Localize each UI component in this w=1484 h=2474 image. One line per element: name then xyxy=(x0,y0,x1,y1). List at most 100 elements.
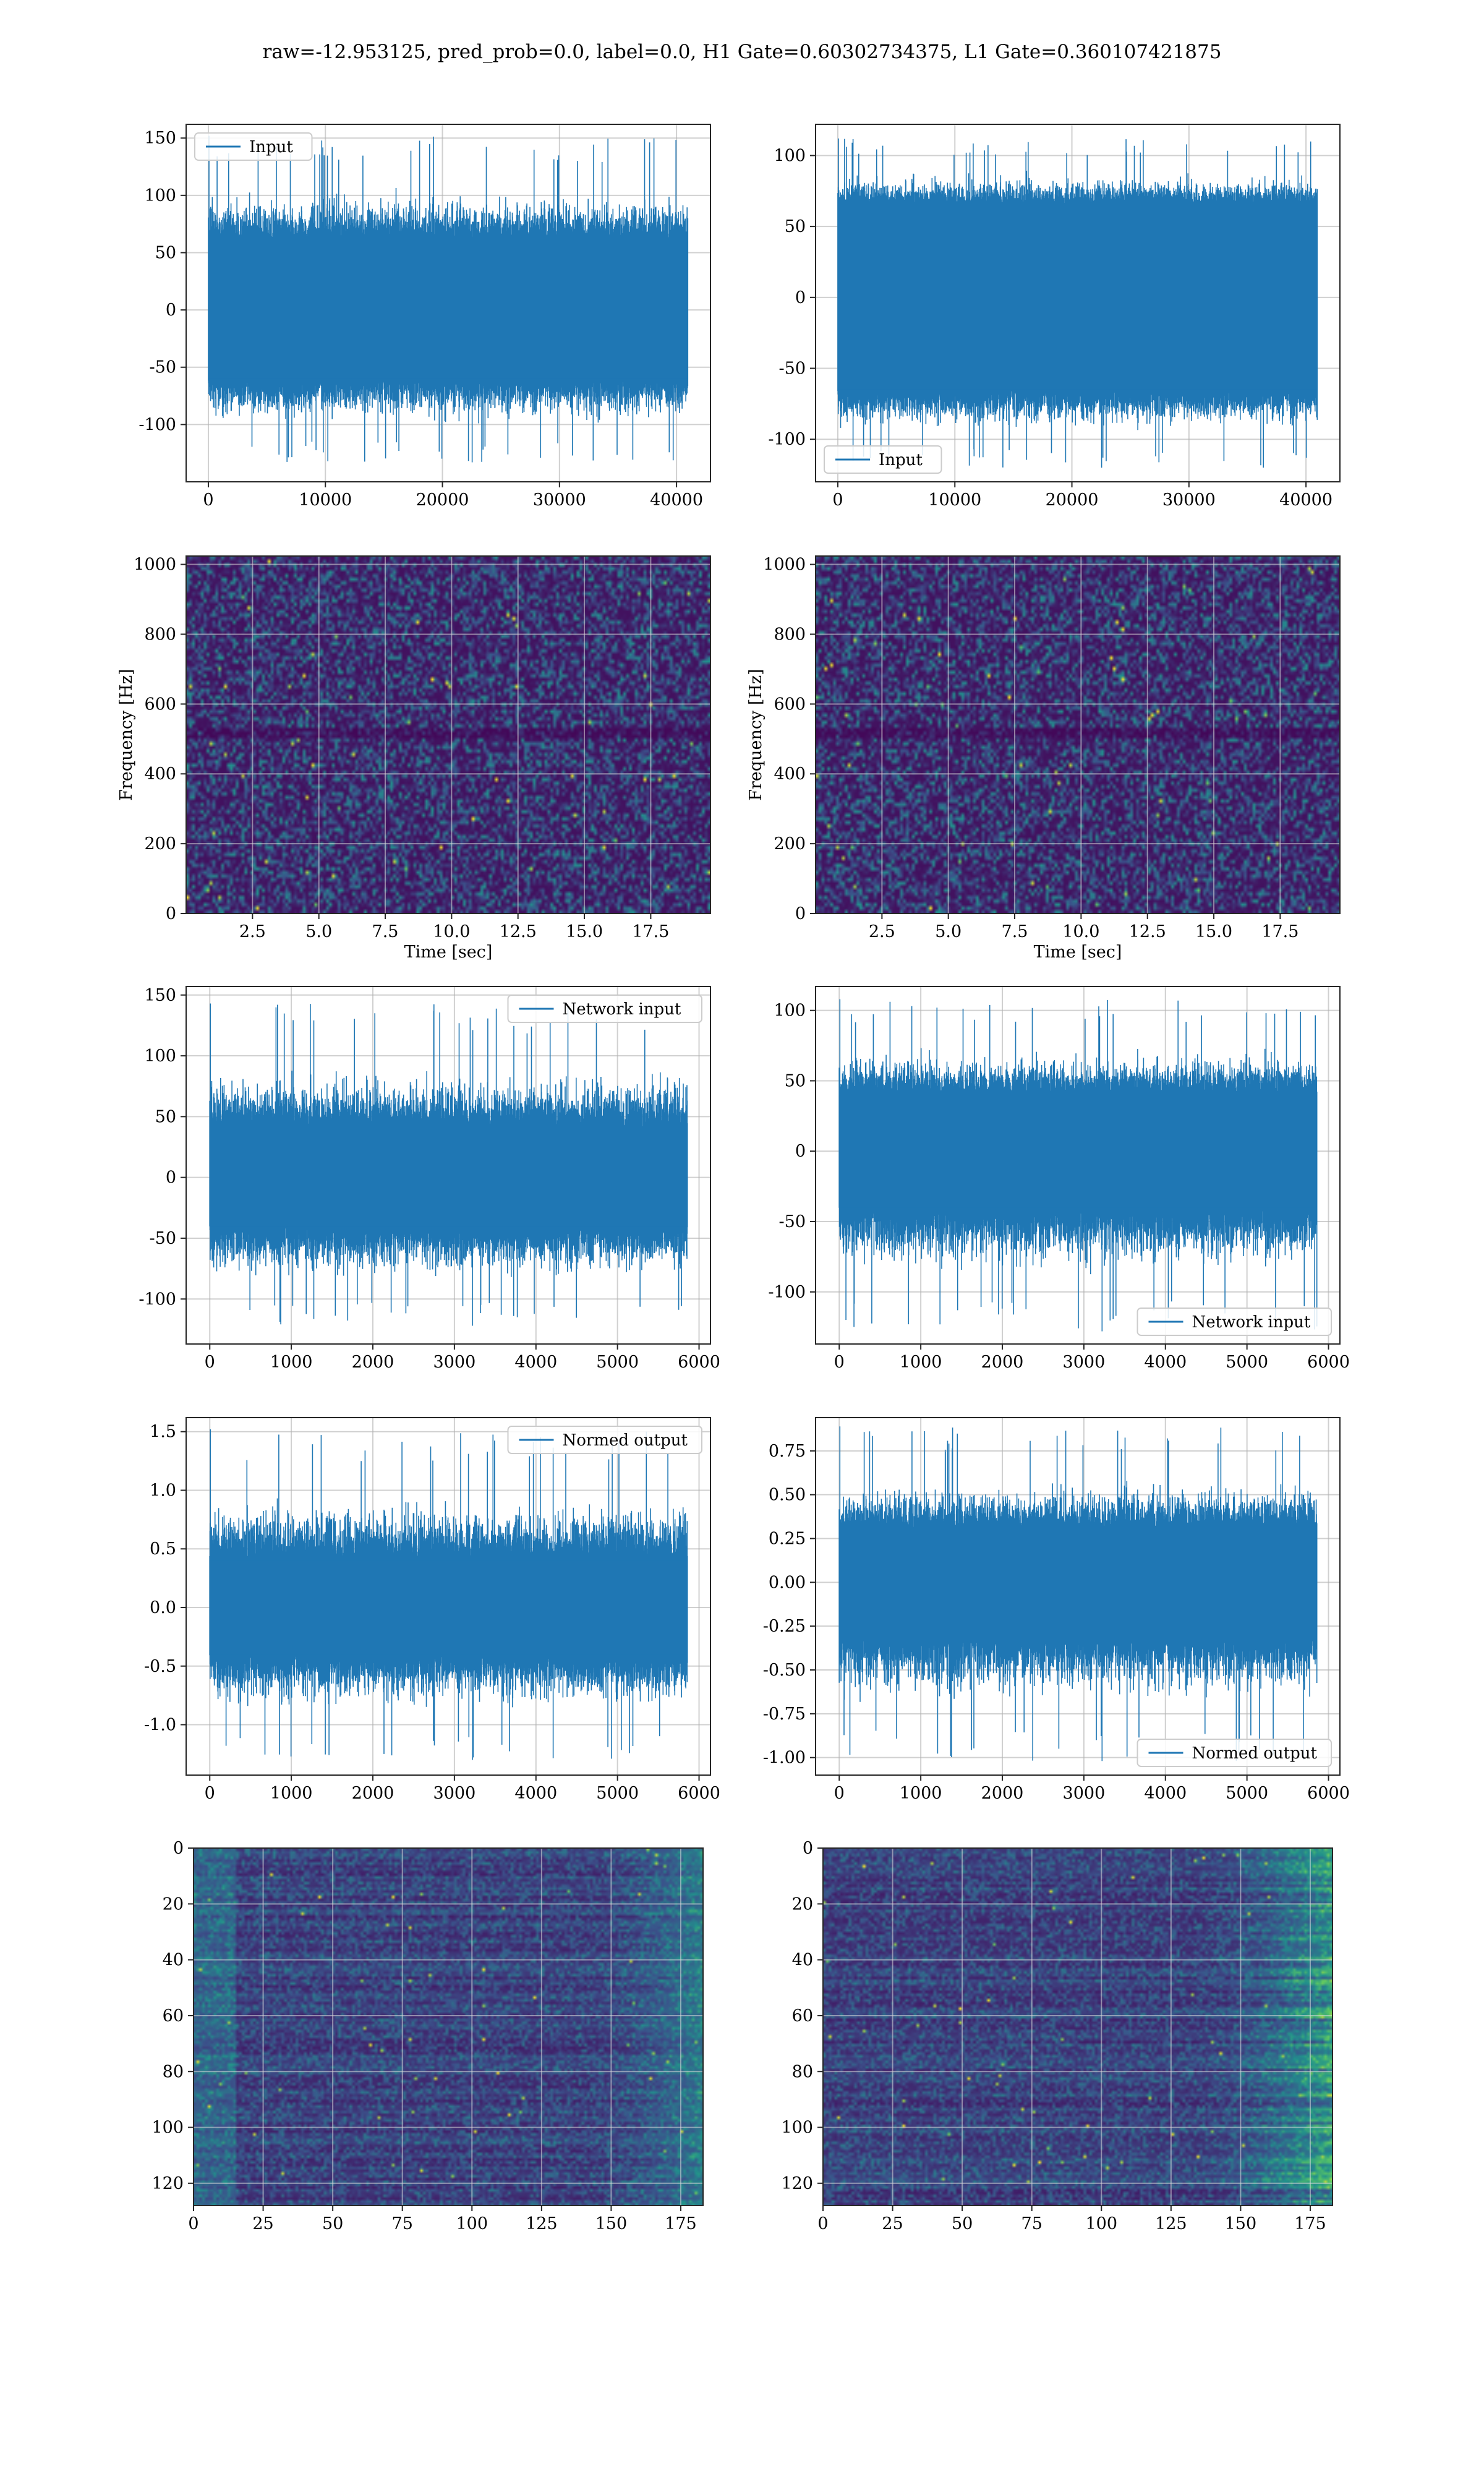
y-tick-label: 100 xyxy=(144,186,176,205)
axes-frame xyxy=(815,555,1341,914)
x-tick-label: 5.0 xyxy=(305,922,332,941)
x-axis-label: Time [sec] xyxy=(1034,943,1122,962)
y-tick-label: 0 xyxy=(173,1839,184,1858)
x-tick-label: 25 xyxy=(252,2214,273,2233)
x-tick-label: 150 xyxy=(1225,2214,1257,2233)
y-tick-label: 0.00 xyxy=(769,1573,806,1592)
x-tick-label: 3000 xyxy=(433,1353,476,1372)
y-tick-label: 60 xyxy=(792,2006,813,2026)
x-tick-label: 5.0 xyxy=(935,922,962,941)
x-tick-label: 0 xyxy=(203,490,213,510)
x-tick-label: 25 xyxy=(882,2214,903,2233)
heatmap-image xyxy=(194,1848,703,2206)
x-tick-label: 4000 xyxy=(1144,1353,1187,1372)
chart-feat_h1: 0 25 50 75 100 125 150 175 0 20 40 60 80 100 120 xyxy=(151,1839,704,2233)
axes-frame xyxy=(186,986,711,1345)
x-tick-label: 7.5 xyxy=(1002,922,1028,941)
y-tick-label: -1.0 xyxy=(144,1716,176,1735)
y-tick-label: 0 xyxy=(166,301,176,320)
x-tick-label: 150 xyxy=(595,2214,628,2233)
x-tick-label: 0 xyxy=(832,490,843,510)
y-tick-label: 600 xyxy=(774,695,806,714)
y-tick-label: 400 xyxy=(774,764,806,784)
y-tick-label: -50 xyxy=(150,1229,176,1248)
legend: Input xyxy=(824,445,942,474)
y-tick-label: 0 xyxy=(795,1142,806,1161)
axes-frame xyxy=(815,124,1341,482)
legend-label: Normed output xyxy=(563,1431,688,1450)
x-tick-label: 1000 xyxy=(900,1784,942,1803)
chart-feat_l1: 0 25 50 75 100 125 150 175 0 20 40 60 80 100 120 xyxy=(781,1839,1333,2233)
chart-ts_l1_normed: 0 1000 2000 3000 4000 5000 6000 -1.00 -0.75 -0.50… xyxy=(763,1417,1350,1803)
legend-label: Input xyxy=(249,138,293,156)
y-tick-label: 100 xyxy=(151,2118,184,2138)
figure-title: raw=-12.953125, pred_prob=0.0, label=0.0… xyxy=(262,41,1222,63)
y-tick-label: -100 xyxy=(139,415,176,434)
y-tick-label: 0.25 xyxy=(769,1530,806,1549)
y-tick-label: 50 xyxy=(785,1071,806,1090)
x-tick-label: 175 xyxy=(665,2214,697,2233)
y-tick-label: -100 xyxy=(768,1283,806,1302)
y-tick-label: 400 xyxy=(144,764,176,784)
chart-spec_h1: 2.5 5.0 7.5 10.0 12.5 15.0 17.5 0 200 400 600 800 10… xyxy=(117,555,711,962)
legend: Input xyxy=(194,132,313,161)
axes-frame xyxy=(186,1417,711,1776)
y-axis-label: Frequency [Hz] xyxy=(117,669,136,800)
chart-ts_h1_input: 0 10000 20000 30000 40000 -100 -50 0 50 100 150 Inp… xyxy=(139,124,711,510)
y-tick-label: 150 xyxy=(144,129,176,148)
x-tick-label: 15.0 xyxy=(566,922,603,941)
chart-ts_l1_input: 0 10000 20000 30000 40000 -100 -50 0 50 100 Input xyxy=(768,124,1341,510)
axes-frame xyxy=(815,1417,1341,1776)
x-tick-label: 0 xyxy=(205,1353,215,1372)
x-tick-label: 40000 xyxy=(650,490,703,510)
x-tick-label: 1000 xyxy=(270,1353,313,1372)
legend-box xyxy=(824,445,942,474)
x-tick-label: 0 xyxy=(188,2214,198,2233)
y-tick-label: 80 xyxy=(163,2062,184,2081)
legend: Network input xyxy=(507,995,702,1023)
y-tick-label: -0.50 xyxy=(763,1661,806,1680)
x-tick-label: 50 xyxy=(952,2214,973,2233)
y-tick-label: 100 xyxy=(781,2118,813,2138)
x-tick-label: 100 xyxy=(1085,2214,1117,2233)
x-tick-label: 2000 xyxy=(352,1353,394,1372)
y-tick-label: 0.75 xyxy=(769,1442,806,1461)
y-tick-label: 1.0 xyxy=(150,1481,176,1500)
y-tick-label: -100 xyxy=(139,1290,176,1309)
y-tick-label: 80 xyxy=(792,2062,813,2081)
x-tick-label: 10.0 xyxy=(1062,922,1099,941)
x-tick-label: 2.5 xyxy=(239,922,266,941)
y-tick-label: 50 xyxy=(155,243,176,262)
y-tick-label: -0.25 xyxy=(763,1617,806,1636)
x-tick-label: 10000 xyxy=(928,490,981,510)
x-tick-label: 40000 xyxy=(1279,490,1333,510)
x-tick-label: 50 xyxy=(322,2214,343,2233)
y-tick-label: 0 xyxy=(795,904,806,923)
x-tick-label: 6000 xyxy=(1307,1784,1350,1803)
y-tick-label: 100 xyxy=(144,1047,176,1066)
y-tick-label: 0.50 xyxy=(769,1486,806,1505)
x-tick-label: 5000 xyxy=(596,1353,639,1372)
y-tick-label: 120 xyxy=(151,2174,184,2193)
chart-ts_h1_normed: 0 1000 2000 3000 4000 5000 6000 -1.0 -0.5 0.0 0.5 1… xyxy=(144,1417,720,1803)
x-tick-label: 17.5 xyxy=(632,922,669,941)
y-tick-label: 40 xyxy=(792,1951,813,1970)
y-tick-label: -100 xyxy=(768,430,806,449)
y-tick-label: 0 xyxy=(803,1839,813,1858)
y-tick-label: -50 xyxy=(779,1212,806,1231)
y-tick-label: -0.75 xyxy=(763,1705,806,1724)
x-tick-label: 10000 xyxy=(299,490,352,510)
chart-spec_l1: 2.5 5.0 7.5 10.0 12.5 15.0 17.5 0 200 400 600 800 10… xyxy=(746,555,1341,962)
x-tick-label: 2000 xyxy=(352,1784,394,1803)
y-tick-label: 200 xyxy=(144,834,176,854)
x-tick-label: 5000 xyxy=(596,1784,639,1803)
chart-ts_h1_network: 0 1000 2000 3000 4000 5000 6000 -100 -50 0 50 100 15… xyxy=(139,986,720,1372)
x-tick-label: 100 xyxy=(456,2214,488,2233)
x-tick-label: 6000 xyxy=(1307,1353,1350,1372)
x-tick-label: 0 xyxy=(834,1353,845,1372)
x-tick-label: 12.5 xyxy=(500,922,537,941)
x-tick-label: 7.5 xyxy=(372,922,399,941)
series-line-core xyxy=(208,241,688,379)
y-tick-label: -50 xyxy=(150,358,176,377)
